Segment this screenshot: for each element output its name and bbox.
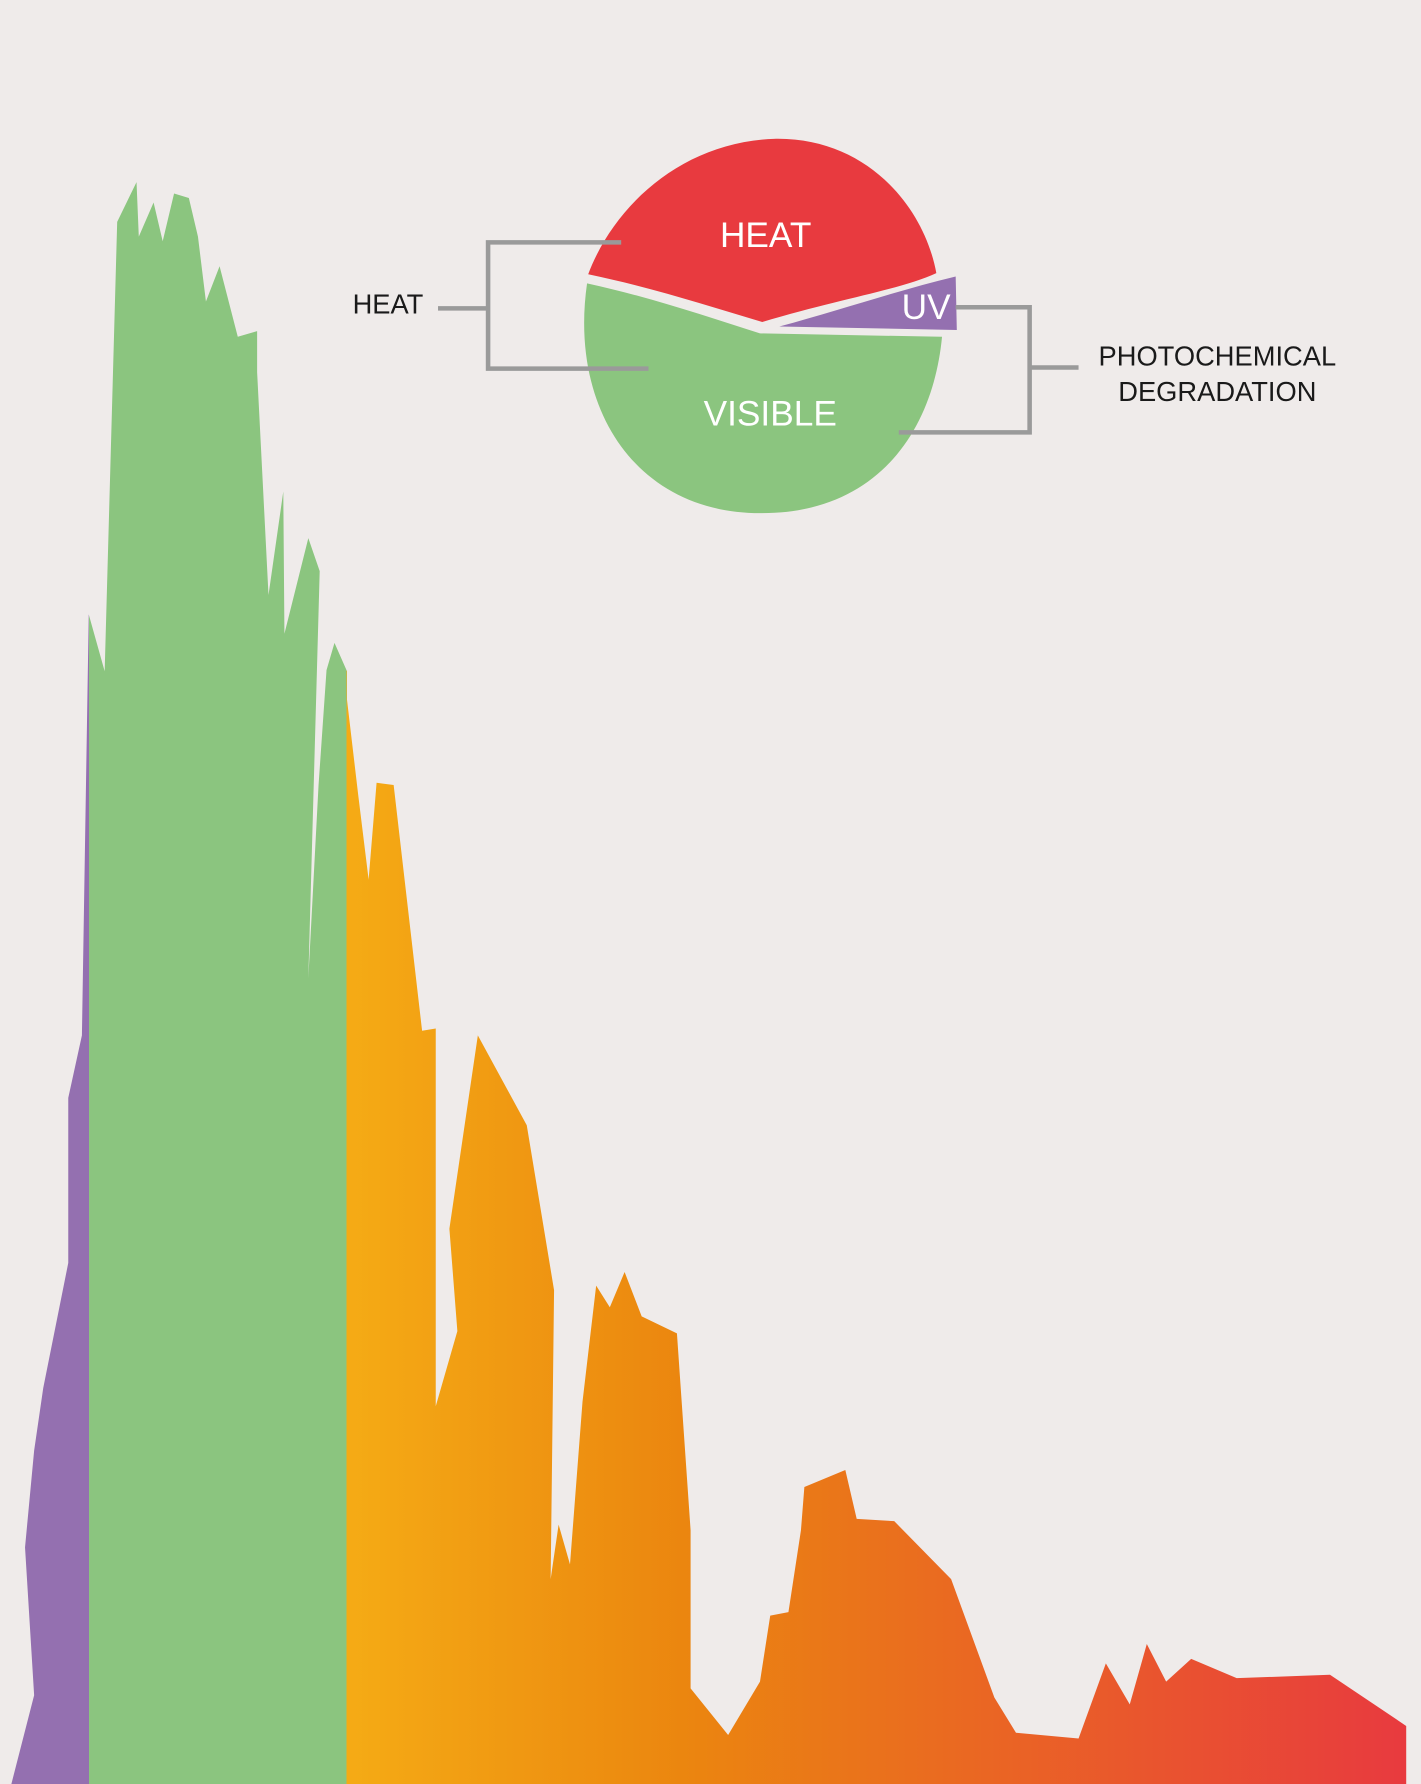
pie-heat-slice <box>588 138 937 323</box>
bracket <box>485 240 649 371</box>
pie-uv-slice <box>779 276 957 330</box>
side-label: PHOTOCHEMICAL <box>1099 341 1337 372</box>
spectrum <box>11 182 1407 1784</box>
side-label: HEAT <box>353 288 424 319</box>
pie-label: UV <box>902 288 951 327</box>
pie-label: VISIBLE <box>704 395 837 434</box>
pie-label: HEAT <box>720 216 811 255</box>
side-label: DEGRADATION <box>1118 376 1316 407</box>
pie-visible-slice <box>584 283 943 514</box>
